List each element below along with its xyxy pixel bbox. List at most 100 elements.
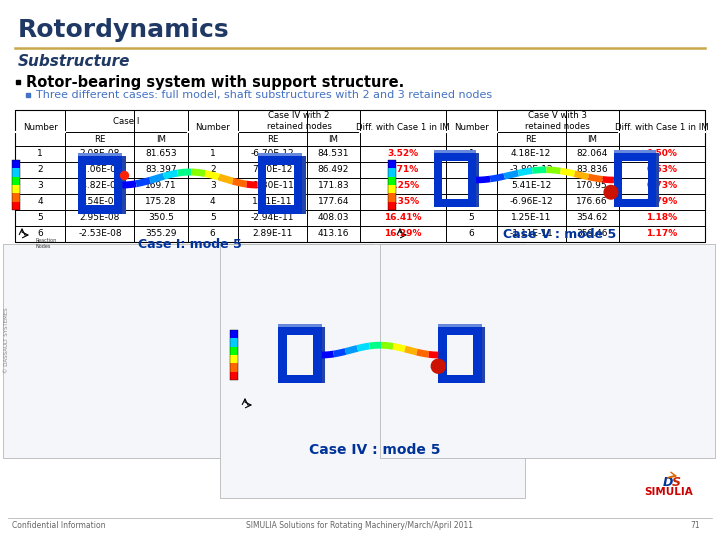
Circle shape xyxy=(604,185,618,199)
Bar xyxy=(388,185,396,193)
Text: D: D xyxy=(663,476,673,489)
Text: 3: 3 xyxy=(210,181,215,191)
Bar xyxy=(434,150,476,153)
Text: 0.79%: 0.79% xyxy=(647,198,678,206)
Text: Rotor-bearing system with support structure.: Rotor-bearing system with support struct… xyxy=(26,75,404,90)
Text: SIMULIA Solutions for Rotating Machinery/March/April 2011: SIMULIA Solutions for Rotating Machinery… xyxy=(246,522,474,530)
Text: -2.94E-11: -2.94E-11 xyxy=(251,213,294,222)
Text: SIMULIA: SIMULIA xyxy=(644,487,693,497)
Text: Reaction
Nodes: Reaction Nodes xyxy=(35,238,56,249)
Bar xyxy=(380,244,715,458)
Text: 1: 1 xyxy=(210,150,215,159)
Text: 175.28: 175.28 xyxy=(145,198,176,206)
Text: Number: Number xyxy=(23,124,58,132)
Bar xyxy=(294,156,302,214)
Bar xyxy=(12,160,20,210)
Bar xyxy=(122,156,126,214)
Bar xyxy=(12,168,20,177)
Text: 71: 71 xyxy=(690,522,700,530)
Bar xyxy=(614,199,656,207)
Bar xyxy=(78,153,122,156)
Text: Rotordynamics: Rotordynamics xyxy=(18,18,230,42)
Bar xyxy=(15,110,705,242)
Text: Substructure: Substructure xyxy=(18,55,130,70)
Text: 2.95E-08: 2.95E-08 xyxy=(80,213,120,222)
Text: 177.64: 177.64 xyxy=(318,198,349,206)
Text: Number: Number xyxy=(195,124,230,132)
Bar xyxy=(220,244,525,498)
Text: 2: 2 xyxy=(37,165,43,174)
Bar xyxy=(230,363,238,372)
Bar xyxy=(313,327,322,383)
Bar xyxy=(258,156,266,214)
Text: 16.41%: 16.41% xyxy=(384,213,422,222)
Text: 0.50%: 0.50% xyxy=(647,150,678,159)
Text: 84.531: 84.531 xyxy=(318,150,349,159)
Bar xyxy=(648,153,656,207)
Bar xyxy=(388,160,396,210)
Bar xyxy=(78,205,122,214)
Text: 81.653: 81.653 xyxy=(145,150,177,159)
Text: © DASSAULT SYSTEMES: © DASSAULT SYSTEMES xyxy=(4,307,9,373)
Text: DS: DS xyxy=(140,277,420,453)
Text: 16.29%: 16.29% xyxy=(384,230,422,239)
Bar xyxy=(614,153,622,207)
Bar xyxy=(12,185,20,193)
Text: RE: RE xyxy=(94,134,106,144)
Text: 171.83: 171.83 xyxy=(318,181,349,191)
Text: 82.064: 82.064 xyxy=(577,150,608,159)
Text: IM: IM xyxy=(328,134,338,144)
Bar xyxy=(12,177,20,185)
Bar xyxy=(438,327,446,383)
Text: 3.71%: 3.71% xyxy=(387,165,419,174)
Text: Case I: Case I xyxy=(113,117,140,125)
Bar xyxy=(78,156,122,165)
Bar xyxy=(388,193,396,201)
Bar xyxy=(656,153,660,207)
Bar xyxy=(438,323,482,327)
Text: 169.71: 169.71 xyxy=(145,181,177,191)
Bar xyxy=(476,153,480,207)
Text: 4.18E-12: 4.18E-12 xyxy=(511,150,552,159)
Text: Case V with 3
retained nodes: Case V with 3 retained nodes xyxy=(526,111,590,131)
Bar xyxy=(12,160,20,168)
Text: 1.35%: 1.35% xyxy=(387,198,419,206)
Bar xyxy=(473,327,482,383)
Text: 350.5: 350.5 xyxy=(148,213,174,222)
Text: 1.25E-11: 1.25E-11 xyxy=(511,213,552,222)
Text: Case V : mode 5: Case V : mode 5 xyxy=(503,228,616,241)
Text: -4.82E-08: -4.82E-08 xyxy=(78,181,122,191)
Bar xyxy=(230,330,238,339)
Text: 5.41E-12: 5.41E-12 xyxy=(511,181,552,191)
Bar xyxy=(388,160,396,168)
Bar xyxy=(322,327,325,383)
Circle shape xyxy=(431,359,445,373)
Text: -6.70E-12: -6.70E-12 xyxy=(251,150,294,159)
Text: 176.66: 176.66 xyxy=(577,198,608,206)
Bar xyxy=(230,347,238,355)
Text: 3: 3 xyxy=(37,181,43,191)
Bar xyxy=(279,327,322,335)
Text: 3.52%: 3.52% xyxy=(387,150,419,159)
Bar xyxy=(302,156,306,214)
Text: 5: 5 xyxy=(210,213,215,222)
Bar xyxy=(114,156,122,214)
Bar xyxy=(78,156,86,214)
Bar xyxy=(438,375,482,383)
Text: 6: 6 xyxy=(469,230,474,239)
Text: 6: 6 xyxy=(210,230,215,239)
Bar xyxy=(258,153,302,156)
Bar xyxy=(279,323,322,327)
Bar xyxy=(279,327,287,383)
Bar xyxy=(258,156,302,165)
Text: 4.54E-08: 4.54E-08 xyxy=(80,198,120,206)
Text: 2.89E-11: 2.89E-11 xyxy=(252,230,292,239)
Text: -1.11E-11: -1.11E-11 xyxy=(509,230,553,239)
Text: -3.89E-12: -3.89E-12 xyxy=(509,165,553,174)
Bar xyxy=(388,177,396,185)
Text: 86.492: 86.492 xyxy=(318,165,349,174)
Text: Case IV with 2
retained nodes: Case IV with 2 retained nodes xyxy=(266,111,331,131)
Bar xyxy=(482,327,485,383)
Bar xyxy=(468,153,476,207)
Text: 7.80E-12: 7.80E-12 xyxy=(252,165,292,174)
